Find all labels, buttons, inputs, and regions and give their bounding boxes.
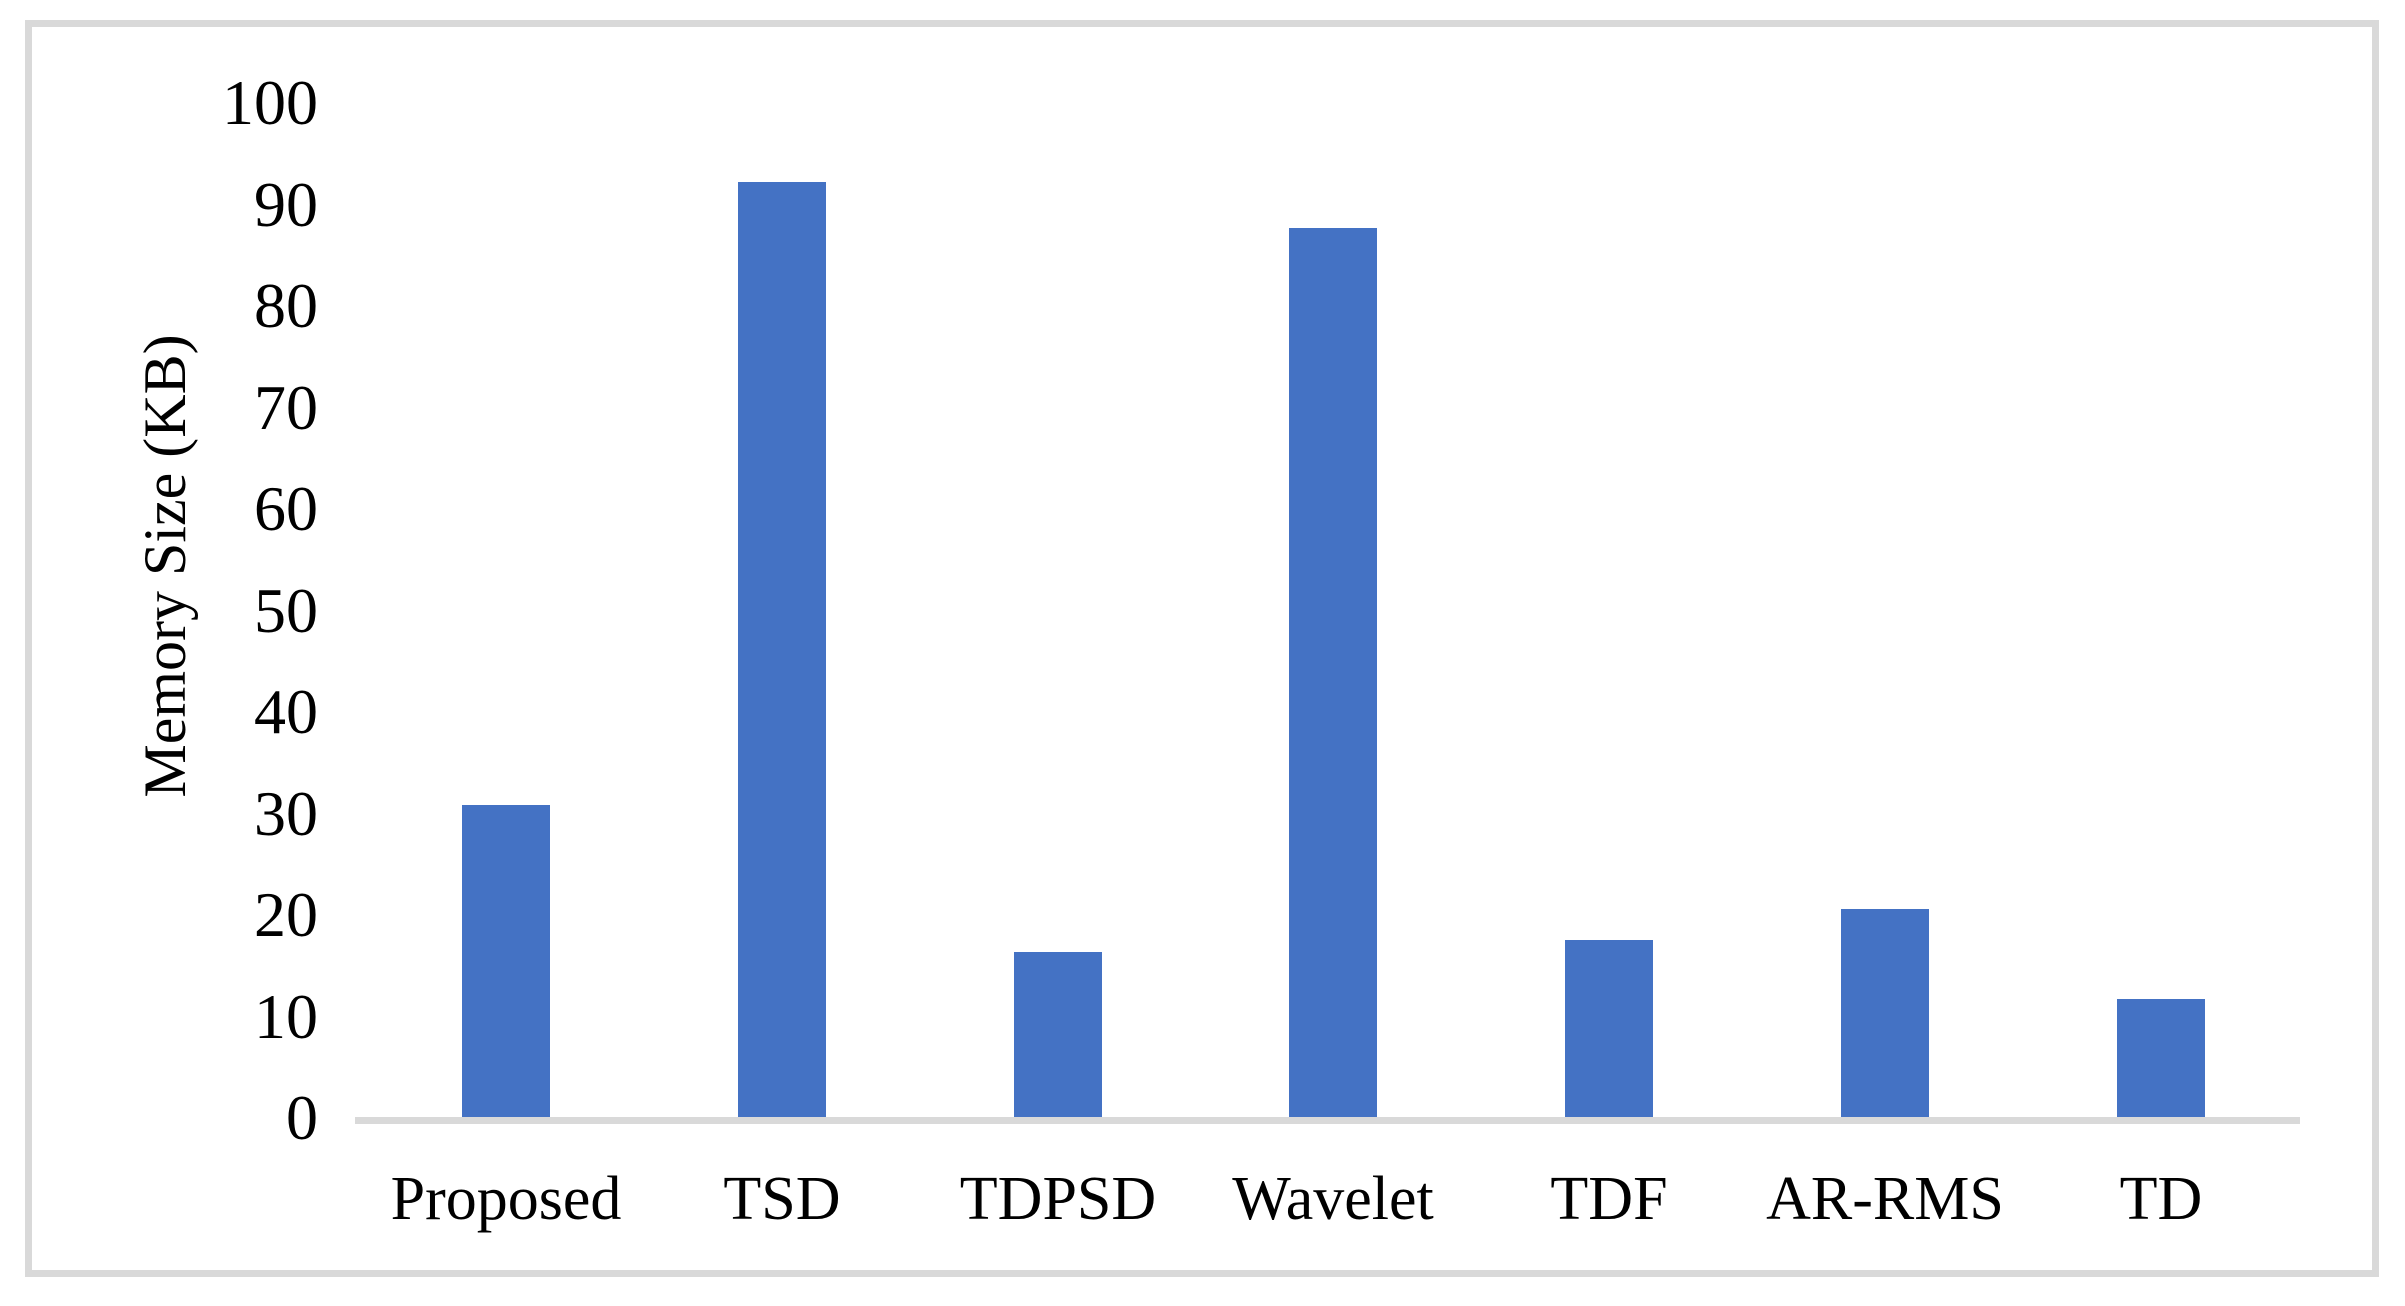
x-category-label-td: TD [2119,1165,2203,1233]
bar-tdpsd [1014,952,1102,1117]
x-category-label-proposed: Proposed [390,1165,622,1233]
bar-tdf [1565,940,1653,1117]
bar-tsd [738,182,826,1117]
y-tick-label-50: 50 [254,575,318,646]
y-tick-label-60: 60 [254,473,318,544]
y-tick-label-10: 10 [254,981,318,1052]
y-tick-label-80: 80 [254,270,318,341]
y-tick-label-40: 40 [254,676,318,747]
x-category-label-wavelet: Wavelet [1232,1165,1434,1233]
y-tick-label-90: 90 [254,169,318,240]
y-tick-label-100: 100 [222,67,318,138]
x-category-label-tdpsd: TDPSD [959,1165,1157,1233]
bar-wavelet [1289,228,1377,1117]
y-tick-label-0: 0 [286,1082,318,1153]
x-category-label-tdf: TDF [1550,1165,1668,1233]
x-category-label-tsd: TSD [723,1165,841,1233]
x-category-label-ar-rms: AR-RMS [1766,1165,2004,1233]
figure-border [25,20,2379,1277]
y-tick-label-70: 70 [254,372,318,443]
y-tick-label-20: 20 [254,879,318,950]
y-tick-label-30: 30 [254,778,318,849]
x-axis-line [355,1117,2300,1124]
bar-td [2117,999,2205,1117]
bar-proposed [462,805,550,1117]
bar-ar-rms [1841,909,1929,1117]
